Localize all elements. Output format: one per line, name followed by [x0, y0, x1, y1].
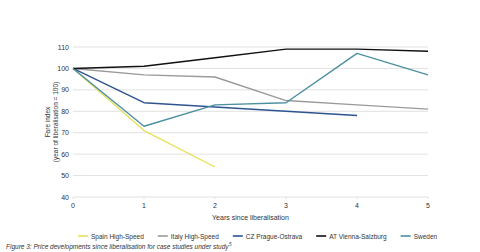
x-tick-label: 3	[284, 202, 288, 209]
grid-line	[73, 68, 428, 69]
chart: 40 50 60 70 80 90 100 110 0 1 2 3 4 5 Years since libe…	[0, 0, 480, 252]
y-axis-label: (year of liberalisation = 100)	[52, 82, 60, 162]
grid-line	[73, 197, 428, 198]
legend-label: AT Vienna-Salzburg	[329, 233, 387, 241]
x-tick	[73, 197, 74, 199]
grid-line	[73, 132, 428, 133]
legend-label: Italy High-Speed	[171, 233, 219, 241]
y-tick-label: 70	[61, 129, 69, 136]
grid-line	[73, 154, 428, 155]
series-line	[73, 68, 428, 109]
legend-label: Spain High-Speed	[91, 233, 144, 241]
x-tick	[357, 197, 358, 199]
x-tick-label: 5	[426, 202, 430, 209]
x-axis-label: Years since liberalisation	[212, 214, 289, 221]
y-tick-label: 60	[61, 151, 69, 158]
plot-lines	[73, 49, 428, 167]
grid-line	[73, 47, 428, 48]
x-tick-label: 4	[355, 202, 359, 209]
legend-label: Sweden	[414, 233, 438, 240]
y-tick-label: 80	[61, 108, 69, 115]
y-tick-label: 110	[58, 44, 69, 51]
y-tick-label: 90	[61, 86, 69, 93]
y-tick-label: 100	[57, 65, 69, 72]
legend-swatch	[233, 235, 243, 237]
x-tick	[428, 197, 429, 199]
series-line	[73, 68, 357, 115]
y-tick-label: 40	[61, 194, 69, 201]
legend-swatch	[316, 235, 326, 237]
series-line	[73, 53, 428, 126]
x-tick	[286, 197, 287, 199]
grid-line	[73, 175, 428, 176]
x-tick-label: 1	[142, 202, 146, 209]
x-tick	[144, 197, 145, 199]
x-tick-label: 0	[71, 202, 75, 209]
legend-swatch	[158, 235, 168, 237]
y-tick-label: 50	[61, 172, 69, 179]
caption-footnote: 5	[229, 242, 232, 247]
x-tick-label: 2	[213, 202, 217, 209]
y-axis-label-group: Fare index(year of liberalisation = 100)	[44, 82, 60, 162]
legend-swatch	[78, 235, 88, 237]
legend-label: CZ Prague-Ostrava	[246, 233, 303, 241]
x-tick	[215, 197, 216, 199]
series-line	[73, 68, 215, 167]
legend-swatch	[401, 235, 411, 237]
caption: Figure 3: Price developments since liber…	[6, 243, 229, 251]
y-axis-label: Fare index	[44, 106, 51, 137]
